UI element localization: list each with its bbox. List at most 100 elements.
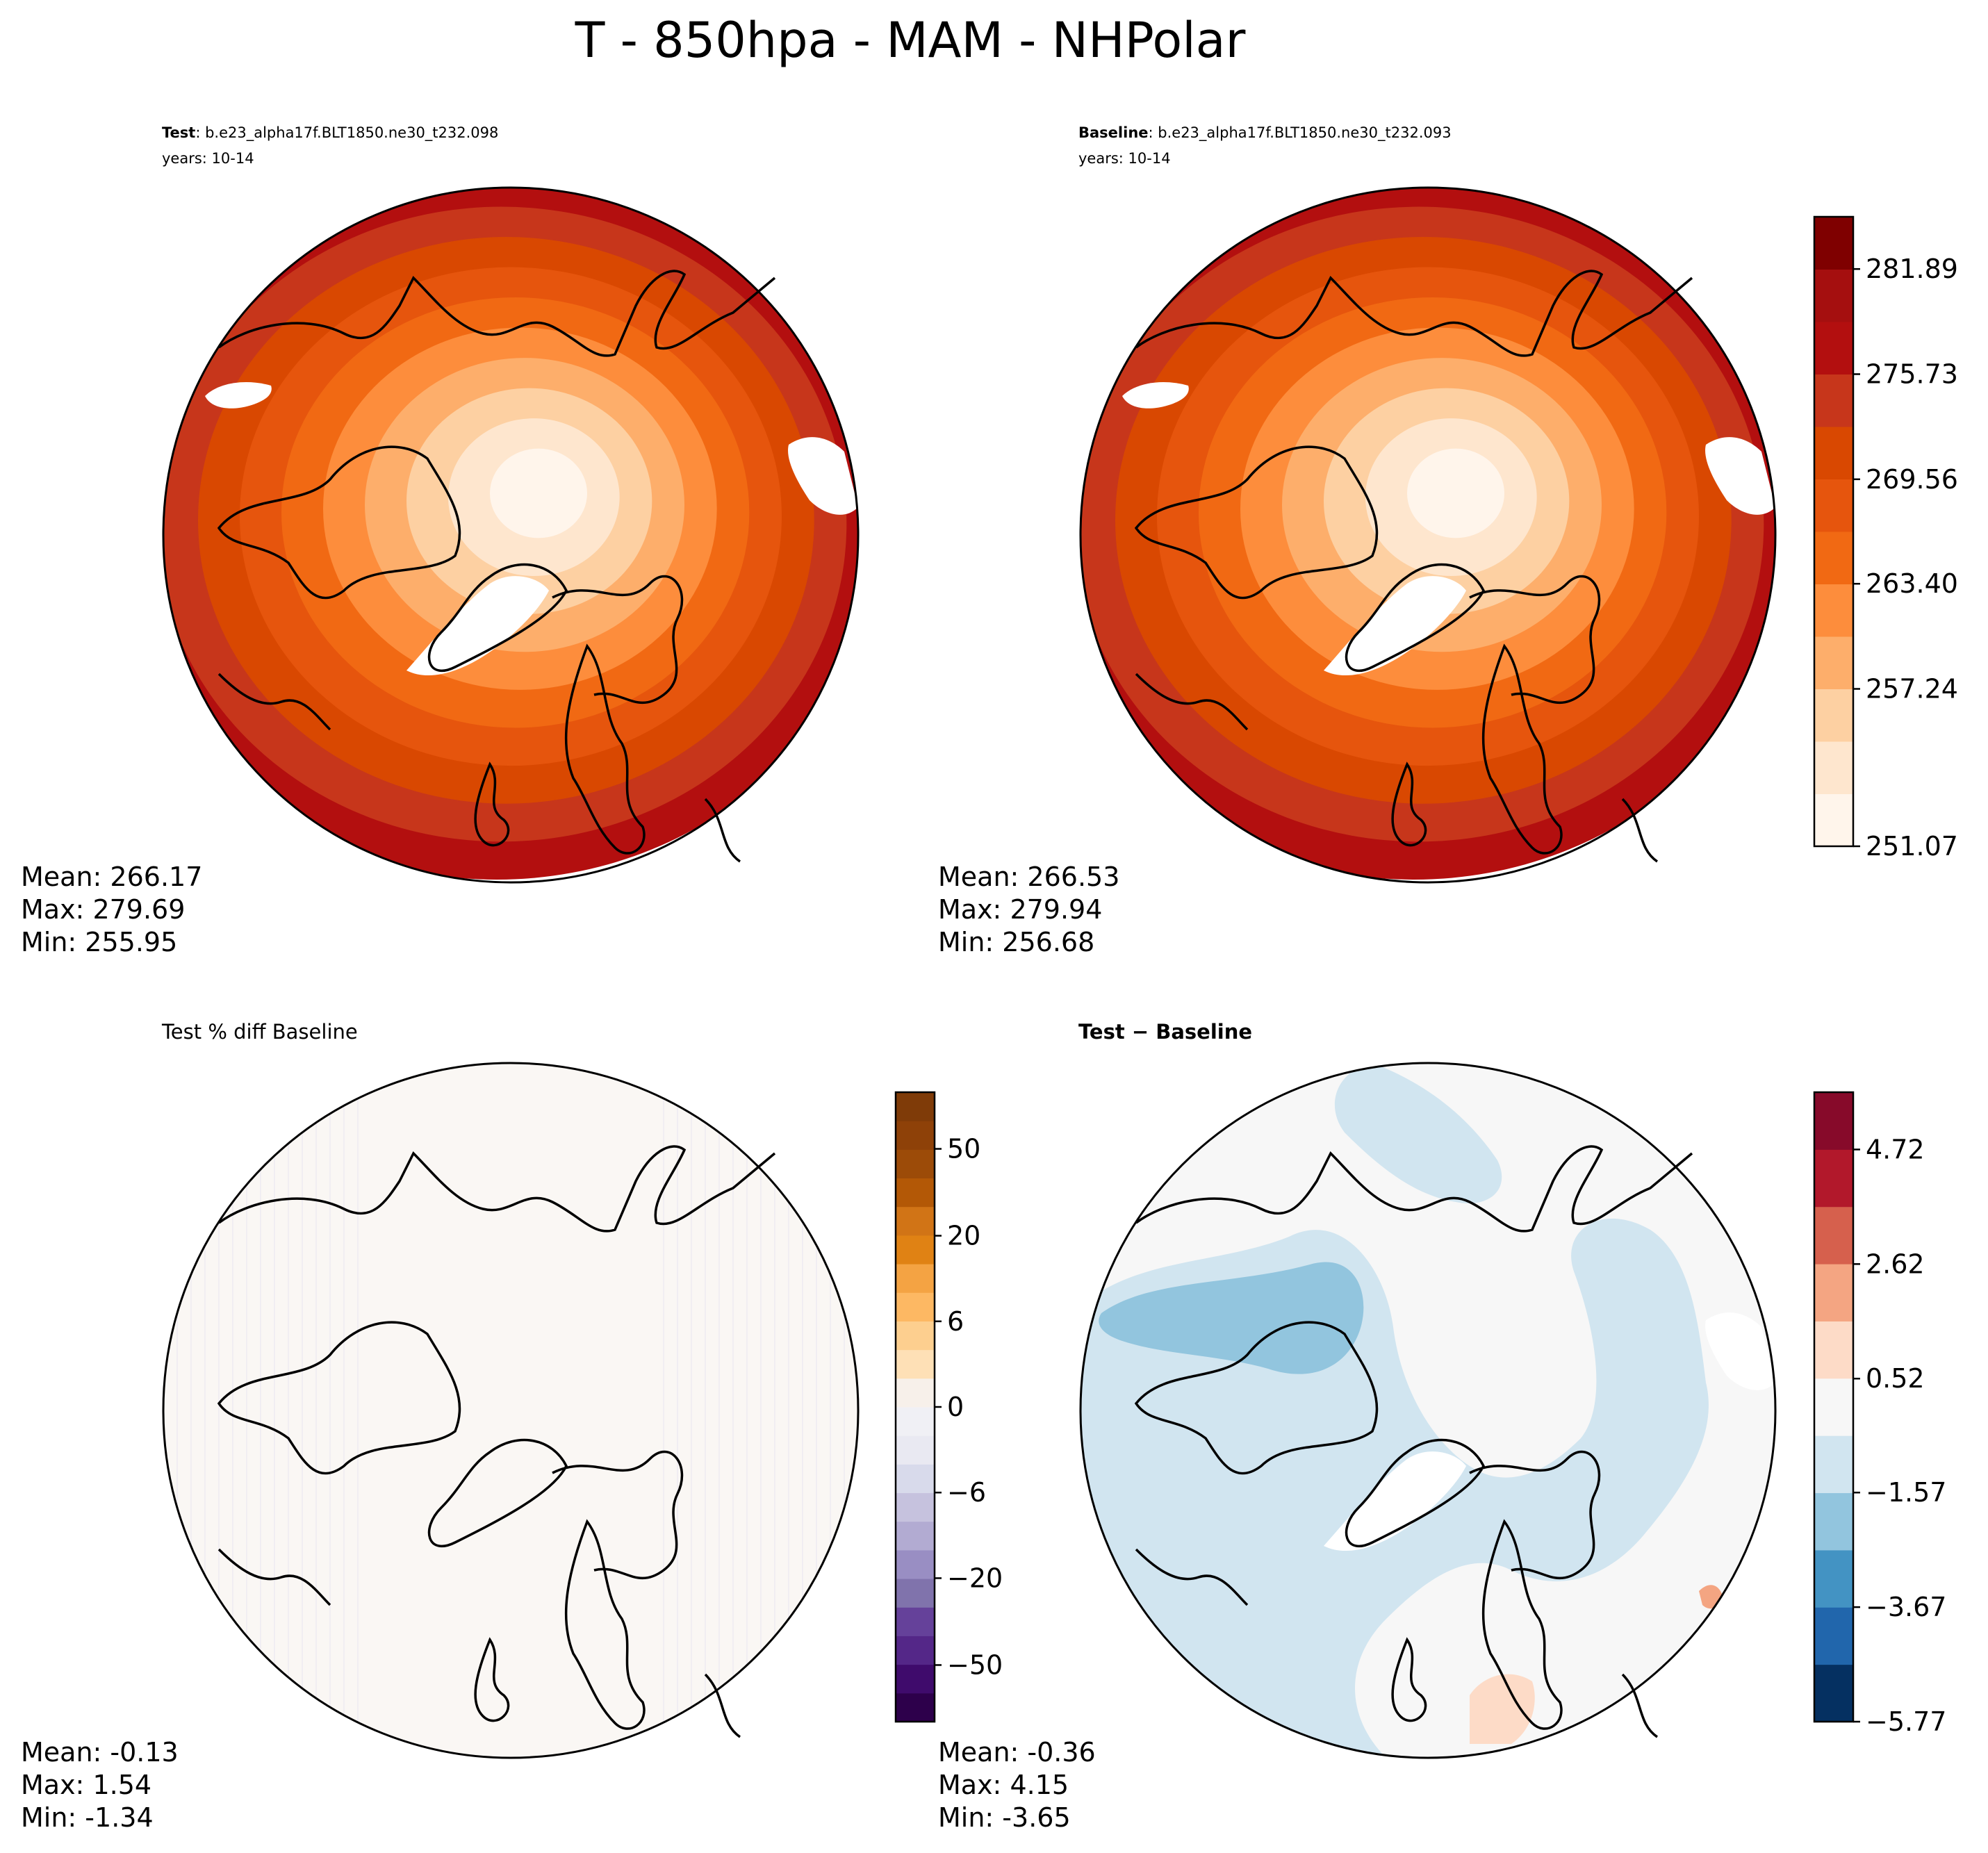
map-boundary xyxy=(1079,186,1777,884)
colorbar-tick-label: −5.77 xyxy=(1866,1706,1946,1737)
colorbar-level-15 xyxy=(896,1264,935,1293)
map-boundary xyxy=(162,1062,860,1759)
panel-abs-diff-title: Test − Baseline xyxy=(1078,1020,1252,1044)
colorbar-tick-label: 0 xyxy=(947,1392,964,1422)
colorbar-level-2 xyxy=(1814,1549,1853,1608)
greenland-icecap xyxy=(1324,576,1466,676)
colorbar-level-1 xyxy=(896,1664,935,1694)
abs-diff-field xyxy=(1081,1063,1775,1758)
colorbar-level-11 xyxy=(896,1378,935,1408)
abs-diff-neg-region-b xyxy=(1334,1063,1502,1203)
colorbar-level-4 xyxy=(1814,584,1853,637)
colorbar-tick-label: −3.67 xyxy=(1866,1592,1946,1622)
colorbar-tick-label: 50 xyxy=(947,1134,980,1164)
panel-abs-diff-mean: Mean: -0.36 xyxy=(938,1737,1096,1768)
colorbar-pct-diff: 50 20 6 0 −6 −20 −50 xyxy=(894,1091,1003,1723)
colorbar-tick-label: 2.62 xyxy=(1866,1249,1925,1279)
colorbar-level-0 xyxy=(1814,1664,1853,1722)
colorbar-abs-diff: 4.72 2.62 0.52 −1.57 −3.67 −5.77 xyxy=(1813,1091,1946,1737)
panel-abs-diff-max: Max: 4.15 xyxy=(938,1770,1069,1800)
colorbar-level-17 xyxy=(896,1206,935,1236)
pct-diff-hatch xyxy=(176,1063,845,1758)
colorbar-tick-label: −6 xyxy=(947,1477,986,1508)
colorbar-tick-label: 275.73 xyxy=(1866,359,1958,390)
panel-baseline-label-bold: Baseline xyxy=(1078,124,1149,141)
colorbar-level-5 xyxy=(896,1549,935,1579)
colorbar-level-8 xyxy=(1814,374,1853,427)
colorbar-level-16 xyxy=(896,1235,935,1265)
contour-band-0 xyxy=(1407,448,1504,538)
panel-pct-diff: Test % diff Baseline Mean: -0.13 Max: 1.… xyxy=(21,1020,1003,1833)
colorbar-level-9 xyxy=(1814,322,1853,374)
map-boundary xyxy=(1079,1062,1777,1759)
panel-baseline: Baseline: b.e23_alpha17f.BLT1850.ne30_t2… xyxy=(938,124,1958,957)
colorbar-tick-label: 4.72 xyxy=(1866,1134,1925,1164)
colorbar-level-14 xyxy=(896,1292,935,1321)
colorbar-level-3 xyxy=(1814,1492,1853,1551)
panel-test-label-bold: Test xyxy=(162,124,195,141)
panel-test-label: Test: b.e23_alpha17f.BLT1850.ne30_t232.0… xyxy=(162,124,498,142)
panel-test-label-rest: : b.e23_alpha17f.BLT1850.ne30_t232.098 xyxy=(195,124,498,142)
colorbar-level-8 xyxy=(1814,1206,1853,1265)
abs-diff-neg-region-c xyxy=(1099,1262,1364,1374)
abs-diff-pos-patch-a xyxy=(1470,1674,1535,1744)
panel-test-min: Min: 255.95 xyxy=(21,927,177,957)
map-boundary xyxy=(162,186,860,884)
colorbar-tick-label: 269.56 xyxy=(1866,464,1958,495)
panel-pct-diff-map xyxy=(162,1062,860,1759)
panel-test-mean: Mean: 266.17 xyxy=(21,862,202,892)
contour-band-0 xyxy=(490,448,587,538)
panel-test: Test: b.e23_alpha17f.BLT1850.ne30_t232.0… xyxy=(21,124,860,957)
missing-data-patch-west xyxy=(1122,382,1189,409)
colorbar-level-21 xyxy=(896,1092,935,1121)
colorbar-level-9 xyxy=(1814,1149,1853,1208)
colorbar-tick-label: 20 xyxy=(947,1221,980,1251)
colorbar-level-8 xyxy=(896,1464,935,1494)
colorbar-level-2 xyxy=(1814,689,1853,742)
pct-diff-field xyxy=(163,1063,858,1758)
colorbar-level-4 xyxy=(1814,1435,1853,1494)
panel-pct-diff-title: Test % diff Baseline xyxy=(161,1020,358,1044)
panel-test-years: years: 10-14 xyxy=(162,150,254,167)
missing-data-patch-east xyxy=(788,437,858,515)
panel-baseline-label: Baseline: b.e23_alpha17f.BLT1850.ne30_t2… xyxy=(1078,124,1452,142)
colorbar-tick-label: 6 xyxy=(947,1306,964,1337)
colorbar-level-7 xyxy=(1814,427,1853,479)
colorbar-level-6 xyxy=(896,1521,935,1551)
colorbar-level-12 xyxy=(896,1349,935,1379)
colorbar-level-10 xyxy=(1814,269,1853,322)
colorbar-level-4 xyxy=(896,1579,935,1608)
panel-baseline-min: Min: 256.68 xyxy=(938,927,1094,957)
panel-baseline-years: years: 10-14 xyxy=(1078,150,1171,167)
colorbar-tick-label: 251.07 xyxy=(1866,831,1958,862)
colorbar-level-7 xyxy=(896,1492,935,1522)
colorbar-level-9 xyxy=(896,1435,935,1465)
colorbar-frame xyxy=(1813,215,1855,848)
colorbar-level-20 xyxy=(896,1121,935,1150)
panel-test-map xyxy=(162,186,860,884)
missing-data-patch-west xyxy=(205,382,272,409)
hatch-lines xyxy=(176,1063,845,1758)
missing-data-patch-east xyxy=(1705,437,1775,515)
panel-baseline-contours xyxy=(1081,188,1775,880)
panel-pct-diff-min: Min: -1.34 xyxy=(21,1802,154,1833)
colorbar-level-0 xyxy=(1814,793,1853,847)
colorbar-level-3 xyxy=(896,1607,935,1636)
panel-pct-diff-max: Max: 1.54 xyxy=(21,1770,151,1800)
colorbar-tick-label: −50 xyxy=(947,1649,1003,1680)
colorbar-level-7 xyxy=(1814,1264,1853,1321)
colorbar-tick-label: 257.24 xyxy=(1866,674,1958,705)
colorbar-temperature: 281.89 275.73 269.56 263.40 257.24 251.07 xyxy=(1813,215,1958,862)
colorbar-tick-label: 0.52 xyxy=(1866,1363,1925,1394)
colorbar-level-11 xyxy=(1814,217,1853,270)
panel-pct-diff-mean: Mean: -0.13 xyxy=(21,1737,179,1768)
colorbar-tick-label: −20 xyxy=(947,1563,1003,1593)
colorbar-level-10 xyxy=(1814,1092,1853,1150)
colorbar-level-2 xyxy=(896,1636,935,1665)
panel-baseline-mean: Mean: 266.53 xyxy=(938,862,1119,892)
colorbar-level-6 xyxy=(1814,479,1853,532)
colorbar-level-3 xyxy=(1814,636,1853,689)
colorbar-level-5 xyxy=(1814,1378,1853,1436)
colorbar-tick-label: 281.89 xyxy=(1866,254,1958,284)
